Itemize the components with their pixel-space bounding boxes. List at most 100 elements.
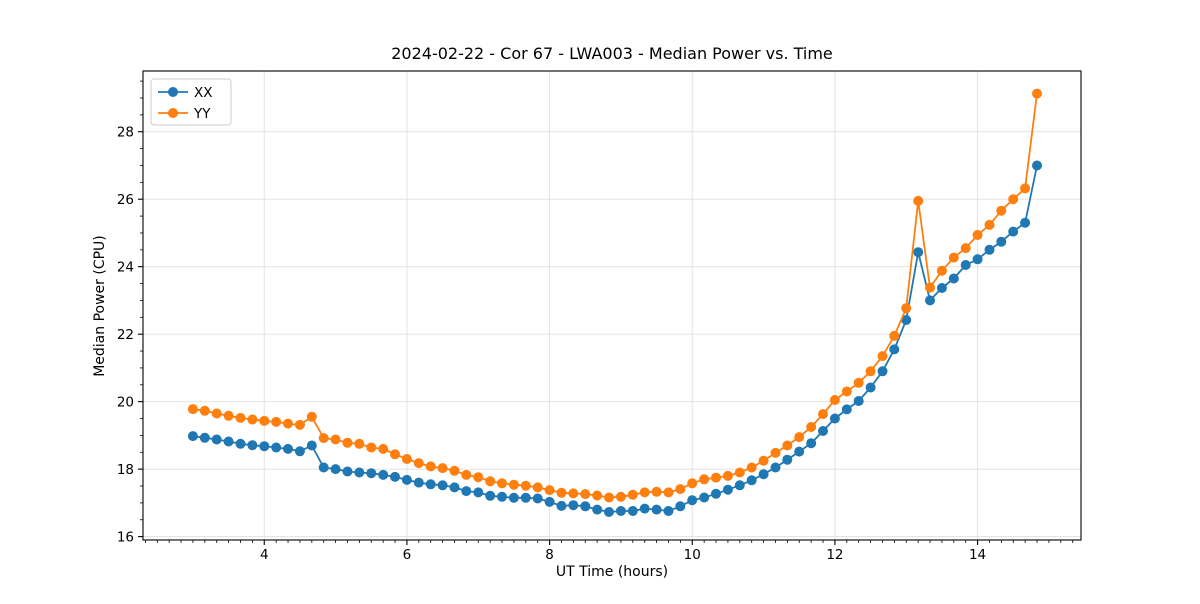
data-point: [675, 484, 686, 495]
data-point: [366, 442, 377, 453]
data-point: [1032, 160, 1042, 171]
data-point: [342, 437, 353, 448]
data-point: [318, 462, 329, 473]
data-point: [247, 440, 258, 451]
data-point: [770, 447, 781, 458]
data-point: [378, 469, 389, 480]
data-point: [877, 366, 888, 377]
data-point: [711, 488, 721, 499]
data-point: [651, 504, 662, 515]
legend-sample-marker: [168, 108, 178, 118]
data-point: [675, 501, 686, 512]
data-point: [687, 478, 698, 489]
data-point: [711, 472, 721, 483]
data-point: [532, 482, 543, 493]
data-point: [877, 351, 888, 362]
data-point: [592, 504, 603, 515]
data-point: [449, 482, 460, 493]
data-point: [972, 254, 983, 265]
data-point: [936, 265, 947, 276]
x-axis-label: UT Time (hours): [556, 564, 668, 580]
legend-label: YY: [193, 106, 211, 122]
data-point: [865, 382, 876, 393]
data-point: [841, 404, 852, 415]
x-tick-label: 14: [969, 547, 986, 563]
data-point: [294, 446, 305, 457]
data-point: [211, 434, 222, 445]
data-point: [818, 426, 828, 436]
data-point: [639, 487, 650, 498]
data-point: [473, 487, 484, 498]
data-point: [663, 506, 674, 516]
series-xx-line: [192, 165, 1038, 513]
data-point: [283, 443, 293, 454]
data-point: [187, 404, 198, 415]
data-point: [913, 247, 924, 258]
data-point: [794, 446, 805, 457]
data-point: [746, 475, 757, 486]
data-point: [390, 449, 400, 460]
data-point: [354, 467, 365, 478]
data-point: [187, 431, 198, 442]
x-tick-label: 10: [684, 547, 701, 563]
data-point: [794, 432, 805, 443]
data-point: [734, 467, 745, 478]
data-point: [699, 474, 710, 485]
data-point: [556, 500, 567, 511]
y-tick-label: 26: [117, 192, 134, 208]
data-point: [663, 487, 674, 498]
data-point: [913, 195, 924, 206]
data-point: [925, 282, 935, 293]
chart-title: 2024-02-22 - Cor 67 - LWA003 - Median Po…: [391, 44, 833, 63]
data-point: [604, 492, 614, 503]
y-tick-label: 18: [117, 462, 134, 478]
data-point: [687, 495, 698, 506]
data-point: [378, 443, 389, 454]
data-point: [972, 230, 983, 240]
data-point: [413, 477, 424, 488]
data-point: [984, 219, 995, 230]
data-point: [401, 474, 412, 485]
data-point: [1008, 194, 1019, 205]
data-point: [508, 492, 519, 503]
data-point: [722, 484, 733, 495]
data-point: [544, 485, 555, 496]
data-point: [306, 440, 317, 451]
data-point: [199, 405, 210, 416]
data-point: [580, 501, 591, 512]
data-point: [485, 490, 496, 501]
plot-frame: [142, 70, 1082, 541]
data-point: [996, 236, 1007, 247]
y-tick-label: 24: [117, 259, 134, 275]
y-axis-label: Median Power (CPU): [92, 235, 108, 377]
data-point: [651, 486, 662, 497]
data-point: [520, 480, 531, 491]
data-point: [425, 479, 436, 490]
data-point: [520, 492, 531, 503]
data-point: [1020, 217, 1031, 228]
data-point: [1008, 226, 1019, 237]
data-point: [437, 480, 448, 491]
data-point: [818, 409, 828, 420]
series-yy-markers: [187, 88, 1042, 503]
data-point: [758, 469, 769, 480]
data-point: [758, 455, 769, 466]
data-point: [247, 414, 258, 425]
series-xx-markers: [187, 160, 1042, 517]
data-point: [722, 470, 733, 481]
data-point: [532, 493, 543, 504]
legend-label: XX: [194, 85, 213, 101]
data-point: [497, 491, 507, 502]
data-point: [271, 442, 282, 453]
data-point: [199, 432, 210, 443]
data-point: [235, 438, 246, 449]
data-point: [592, 490, 603, 501]
data-point: [889, 330, 900, 341]
data-point: [948, 273, 959, 284]
y-tick-label: 28: [117, 125, 134, 141]
data-point: [841, 386, 852, 397]
data-point: [948, 252, 959, 263]
y-tick-label: 20: [117, 394, 134, 410]
